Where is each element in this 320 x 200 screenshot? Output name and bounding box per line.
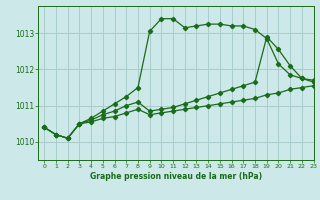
X-axis label: Graphe pression niveau de la mer (hPa): Graphe pression niveau de la mer (hPa) — [90, 172, 262, 181]
